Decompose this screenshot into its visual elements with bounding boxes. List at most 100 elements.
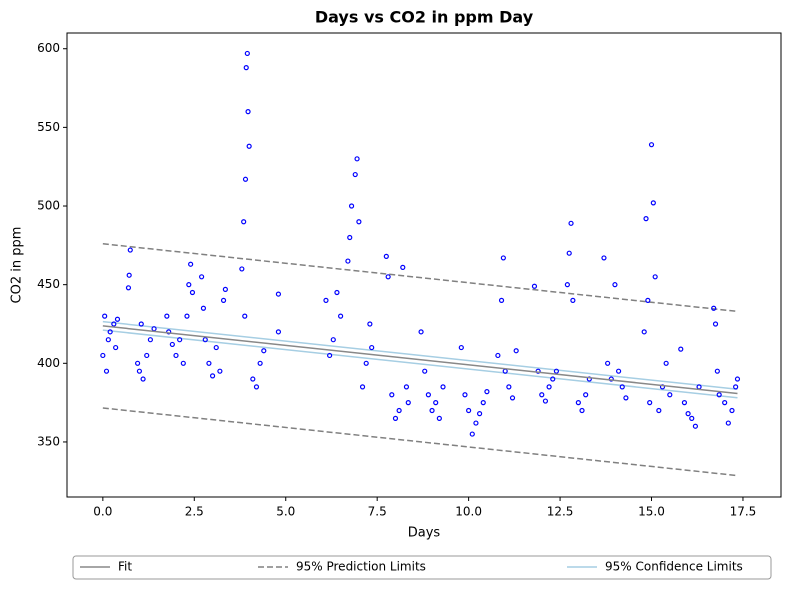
y-tick-label: 400 bbox=[37, 356, 60, 370]
point bbox=[144, 352, 150, 359]
point bbox=[689, 415, 695, 421]
point bbox=[678, 346, 684, 352]
point bbox=[546, 384, 552, 390]
point bbox=[579, 407, 585, 414]
point bbox=[647, 400, 653, 406]
point bbox=[729, 407, 735, 414]
point bbox=[422, 368, 428, 374]
point bbox=[480, 400, 486, 406]
point bbox=[105, 337, 111, 343]
line bbox=[102, 320, 738, 391]
point bbox=[244, 50, 250, 57]
point bbox=[239, 266, 245, 272]
point bbox=[369, 344, 375, 351]
point bbox=[469, 431, 475, 437]
point bbox=[107, 329, 113, 335]
point bbox=[184, 313, 190, 319]
point bbox=[246, 143, 252, 149]
legend-box bbox=[72, 555, 772, 580]
y-tick-label: 600 bbox=[37, 41, 60, 55]
x-axis-label: Days bbox=[408, 526, 441, 541]
point bbox=[473, 420, 479, 426]
point bbox=[114, 316, 121, 322]
point bbox=[261, 348, 267, 354]
x-tick-label: 5.0 bbox=[276, 505, 295, 519]
point bbox=[383, 253, 389, 259]
point bbox=[645, 297, 651, 303]
point bbox=[242, 313, 248, 319]
line bbox=[102, 407, 738, 477]
point bbox=[476, 411, 483, 417]
point bbox=[685, 411, 691, 417]
point bbox=[125, 285, 132, 291]
line bbox=[102, 325, 738, 395]
x-tick-label: 7.5 bbox=[368, 505, 387, 519]
point bbox=[347, 234, 353, 241]
point bbox=[605, 360, 611, 366]
y-axis-label: CO2 in ppm bbox=[10, 227, 25, 304]
point bbox=[440, 384, 446, 390]
point bbox=[612, 282, 618, 288]
point bbox=[652, 274, 658, 280]
point bbox=[506, 384, 512, 390]
point bbox=[323, 297, 329, 303]
point bbox=[222, 286, 228, 292]
point bbox=[102, 313, 108, 319]
point bbox=[484, 389, 490, 395]
point bbox=[354, 156, 360, 162]
point bbox=[327, 352, 333, 359]
point bbox=[348, 203, 355, 209]
point bbox=[186, 282, 192, 288]
point bbox=[568, 220, 574, 226]
point bbox=[250, 376, 256, 382]
point bbox=[169, 341, 175, 348]
point bbox=[103, 368, 110, 374]
point bbox=[500, 255, 506, 261]
point bbox=[359, 384, 366, 390]
point bbox=[667, 392, 673, 398]
point bbox=[363, 360, 369, 366]
point bbox=[164, 313, 170, 319]
point bbox=[188, 261, 194, 267]
point bbox=[138, 321, 144, 327]
point bbox=[199, 274, 205, 280]
point bbox=[535, 368, 541, 374]
point bbox=[147, 337, 153, 343]
x-tick-label: 12.5 bbox=[547, 505, 574, 519]
point bbox=[466, 407, 472, 414]
point bbox=[209, 373, 216, 379]
point bbox=[462, 392, 468, 398]
point bbox=[403, 384, 410, 390]
point bbox=[127, 247, 133, 253]
point bbox=[367, 321, 373, 327]
point bbox=[334, 289, 340, 296]
point bbox=[733, 384, 739, 390]
point bbox=[217, 368, 223, 374]
point bbox=[542, 398, 549, 404]
point bbox=[245, 109, 251, 115]
point bbox=[566, 250, 572, 256]
point bbox=[213, 344, 219, 351]
point bbox=[509, 395, 516, 401]
point bbox=[656, 407, 662, 414]
point bbox=[601, 255, 607, 261]
point bbox=[206, 360, 212, 366]
point bbox=[173, 352, 179, 359]
point bbox=[242, 176, 249, 182]
point bbox=[189, 289, 196, 296]
point bbox=[253, 384, 260, 390]
point bbox=[714, 368, 720, 374]
point bbox=[643, 216, 649, 222]
point bbox=[134, 360, 141, 366]
chart-title: Days vs CO2 in ppm Day bbox=[315, 8, 534, 27]
x-tick-label: 0.0 bbox=[93, 505, 112, 519]
point bbox=[257, 360, 263, 366]
y-tick-label: 500 bbox=[37, 199, 60, 213]
y-tick-label: 350 bbox=[37, 434, 60, 448]
point bbox=[400, 264, 406, 270]
point bbox=[385, 274, 391, 280]
point bbox=[734, 376, 741, 382]
point bbox=[425, 392, 431, 398]
point bbox=[100, 352, 106, 359]
